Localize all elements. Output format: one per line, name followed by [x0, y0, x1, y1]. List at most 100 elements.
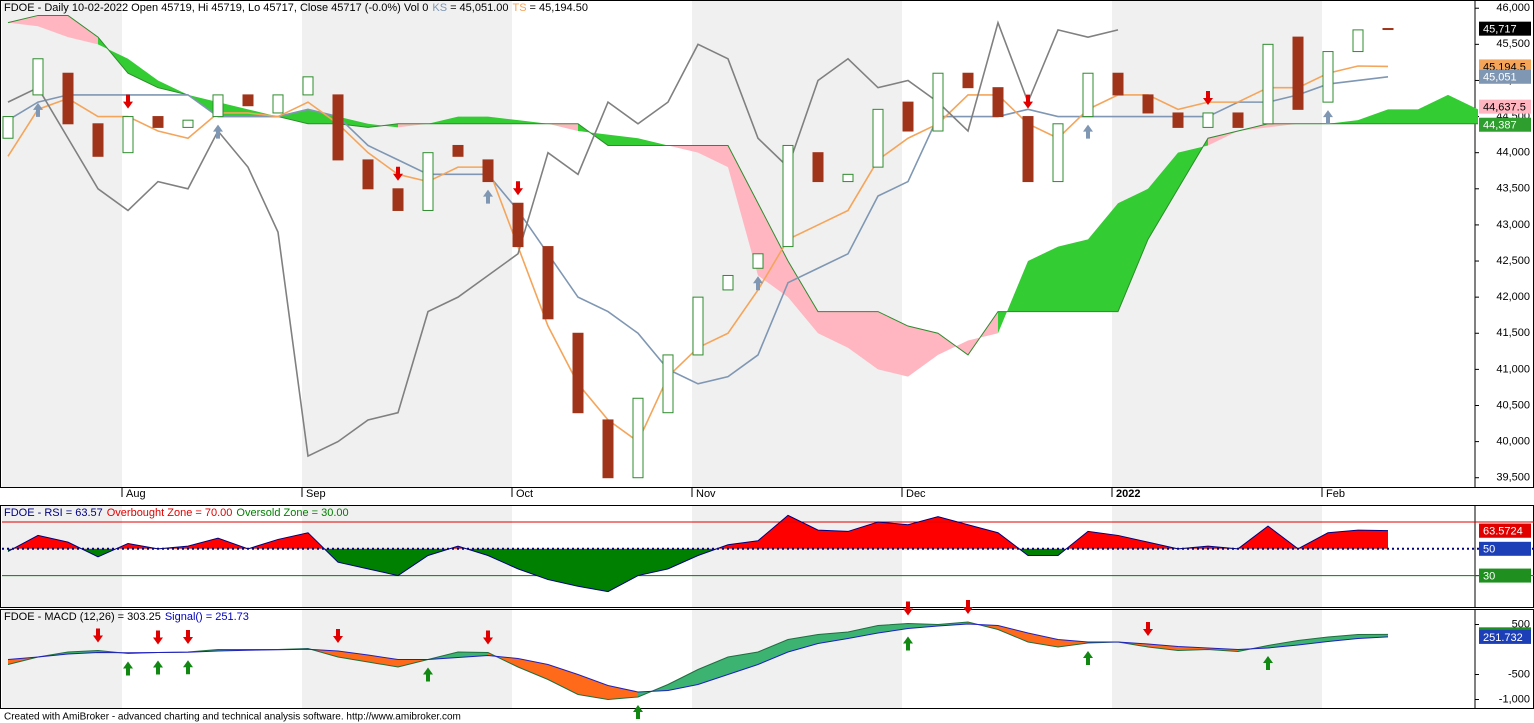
macd-fill: [848, 625, 878, 639]
candle: [302, 76, 314, 96]
signal-arrow: [1263, 656, 1273, 670]
candle: [1322, 51, 1334, 103]
month-band: [302, 609, 512, 708]
candle: [812, 152, 824, 183]
cloud: [638, 138, 668, 146]
y-tick-label: 40,000: [1496, 436, 1530, 448]
x-tick-label: Sep: [306, 488, 326, 500]
value-badge-label: 45,717: [1483, 24, 1517, 36]
macd-fill: [338, 651, 368, 662]
candle: [722, 274, 734, 291]
cloud: [1028, 246, 1058, 312]
signal-arrow: [183, 660, 193, 675]
cloud: [1268, 123, 1298, 128]
footer: Created with AmiBroker - advanced charti…: [4, 712, 461, 723]
candle: [512, 202, 524, 248]
x-tick-label: Oct: [516, 488, 533, 500]
signal-arrow: [33, 102, 43, 117]
cloud: [608, 134, 638, 146]
cloud: [908, 326, 938, 377]
macd-fill: [788, 634, 818, 652]
signal-arrow: [753, 276, 763, 291]
macd-fill: [1328, 634, 1358, 642]
candle: [782, 144, 794, 248]
signal-arrow: [1143, 622, 1153, 636]
candle: [932, 72, 944, 132]
title-part: Signal() = 251.73: [165, 611, 249, 623]
candle: [332, 94, 344, 161]
indicator-line: [7, 75, 1389, 385]
candle: [752, 253, 764, 269]
value-badge: [1479, 568, 1531, 583]
y-tick-label: 43,000: [1496, 219, 1530, 231]
macd-fill: [518, 658, 548, 680]
candle: [392, 188, 404, 211]
cloud: [848, 311, 878, 370]
month-band: [2, 0, 122, 487]
title-part: FDOE - MACD (12,26) = 303.25: [4, 611, 161, 623]
macd-fill: [698, 657, 728, 685]
value-badge-label: 44,387: [1483, 120, 1517, 132]
panel-title: FDOE - MACD (12,26) = 303.25 Signal() = 2…: [4, 611, 249, 623]
y-tick-label: 40,500: [1496, 399, 1530, 411]
signal-arrow: [123, 661, 133, 676]
candle: [1382, 28, 1394, 31]
signal-arrow: [333, 629, 343, 643]
candle: [542, 246, 554, 320]
value-badge-label: 50: [1483, 544, 1495, 556]
candle: [152, 116, 164, 128]
signal-arrow: [513, 181, 523, 196]
month-band: [1112, 609, 1322, 708]
cloud: [1358, 109, 1388, 124]
signal-arrow: [483, 189, 493, 204]
y-tick-label: 41,000: [1496, 363, 1530, 375]
candle: [122, 116, 134, 154]
macd-fill: [608, 685, 638, 700]
macd-fill: [458, 652, 488, 658]
signal-arrow: [123, 94, 133, 109]
signal-arrow: [903, 636, 913, 651]
rsi-area-down: [8, 548, 1388, 592]
cloud: [728, 145, 758, 276]
cloud: [248, 109, 278, 117]
y-tick-label: 42,000: [1496, 291, 1530, 303]
signal-arrow: [153, 630, 163, 645]
month-band: [692, 0, 902, 487]
macd-line: [7, 621, 1389, 701]
panel-title: FDOE - RSI = 63.57 Overbought Zone = 70.0…: [4, 507, 349, 519]
cloud: [68, 15, 98, 45]
signal-arrow: [1203, 90, 1213, 105]
cloud: [1148, 152, 1178, 240]
legend-name: KS: [432, 2, 447, 14]
x-tick-label: Dec: [906, 488, 926, 500]
cloud: [128, 58, 158, 88]
candle: [92, 123, 104, 157]
cloud: [308, 109, 338, 124]
candle: [32, 58, 44, 96]
value-badge: [1479, 523, 1531, 538]
title-part: Overbought Zone = 70.00: [107, 507, 233, 519]
candle: [902, 101, 914, 132]
cloud: [338, 116, 368, 128]
month-band: [1112, 505, 1322, 607]
rsi-area-up: [13, 515, 1388, 549]
candle: [1052, 123, 1064, 183]
candle: [62, 72, 74, 125]
candle: [422, 152, 434, 211]
signal-arrow: [1083, 651, 1093, 665]
signal-arrow: [903, 601, 913, 616]
signal-arrow: [633, 705, 643, 719]
candle: [992, 87, 1004, 118]
candle: [632, 397, 644, 479]
candle: [272, 94, 284, 114]
signal-arrow: [1083, 124, 1093, 139]
candle: [1232, 112, 1244, 128]
x-tick-label: Nov: [696, 488, 716, 500]
macd-fill: [878, 623, 908, 633]
x-tick-label: 2022: [1116, 488, 1140, 500]
candle: [1292, 36, 1304, 110]
macd-fill: [368, 655, 398, 667]
rsi-line: [7, 514, 1389, 593]
panel-title: FDOE - Daily 10-02-2022 Open 45719, Hi 4…: [4, 2, 588, 14]
